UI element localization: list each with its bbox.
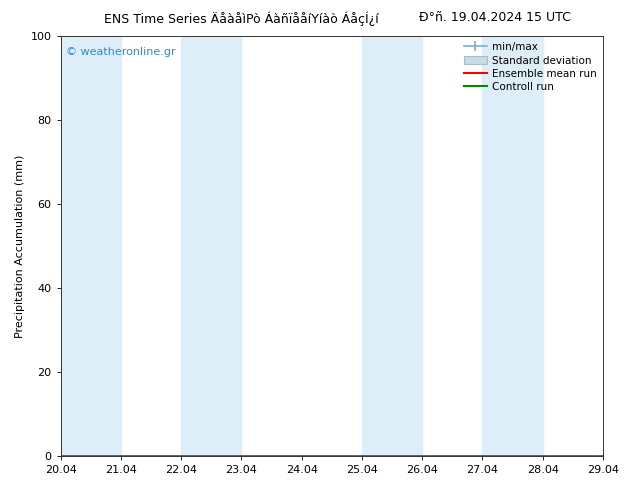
Y-axis label: Precipitation Accumulation (mm): Precipitation Accumulation (mm) <box>15 154 25 338</box>
Bar <box>61 36 121 456</box>
Bar <box>482 36 543 456</box>
Bar <box>181 36 242 456</box>
Legend: min/max, Standard deviation, Ensemble mean run, Controll run: min/max, Standard deviation, Ensemble me… <box>460 38 601 96</box>
Text: Ð°ñ. 19.04.2024 15 UTC: Ð°ñ. 19.04.2024 15 UTC <box>418 11 571 24</box>
Text: ENS Time Series ÄåàåìPò ÁàñïååíYíàò ÁåçÍ¿í: ENS Time Series ÄåàåìPò ÁàñïååíYíàò ÁåçÍ… <box>103 11 378 26</box>
Bar <box>362 36 422 456</box>
Text: © weatheronline.gr: © weatheronline.gr <box>66 47 176 57</box>
